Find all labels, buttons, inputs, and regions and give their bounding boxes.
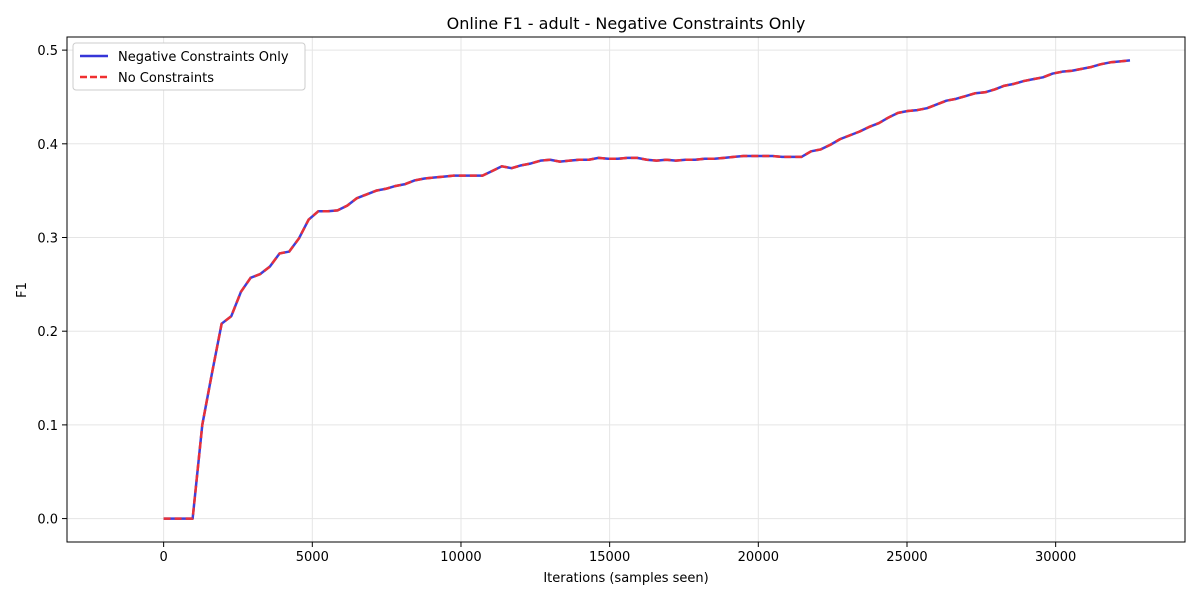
legend-label-negative: Negative Constraints Only — [118, 50, 289, 65]
y-tick-label: 0.2 — [37, 325, 58, 340]
series-line-negative-constraints-only — [163, 59, 1131, 520]
x-tick-label: 20000 — [738, 550, 779, 565]
y-tick-label: 0.1 — [37, 419, 58, 434]
x-tick-label: 30000 — [1035, 550, 1076, 565]
plot-frame — [66, 36, 1186, 543]
x-tick-label: 0 — [159, 550, 167, 565]
x-tick-label: 5000 — [296, 550, 329, 565]
grid — [67, 37, 1185, 542]
y-tick-label: 0.5 — [37, 44, 58, 59]
y-tick-label: 0.4 — [37, 138, 58, 153]
legend-box — [72, 42, 306, 91]
x-tick-label: 15000 — [589, 550, 630, 565]
x-tick-label: 10000 — [440, 550, 481, 565]
y-axis-label: F1 — [15, 282, 30, 298]
chart-title: Online F1 - adult - Negative Constraints… — [447, 14, 806, 33]
series-lines — [163, 59, 1131, 520]
series-line-no-constraints — [163, 59, 1131, 520]
y-tick-label: 0.0 — [37, 513, 58, 528]
y-tick-label: 0.3 — [37, 232, 58, 247]
x-tick-label: 25000 — [886, 550, 927, 565]
x-axis-label: Iterations (samples seen) — [543, 571, 708, 586]
y-axis: 0.0 0.1 0.2 0.3 0.4 0.5 — [37, 44, 67, 528]
legend-label-none: No Constraints — [118, 71, 214, 86]
x-axis: 0 5000 10000 15000 20000 25000 30000 — [159, 542, 1076, 565]
legend: Negative Constraints Only No Constraints — [72, 42, 306, 91]
